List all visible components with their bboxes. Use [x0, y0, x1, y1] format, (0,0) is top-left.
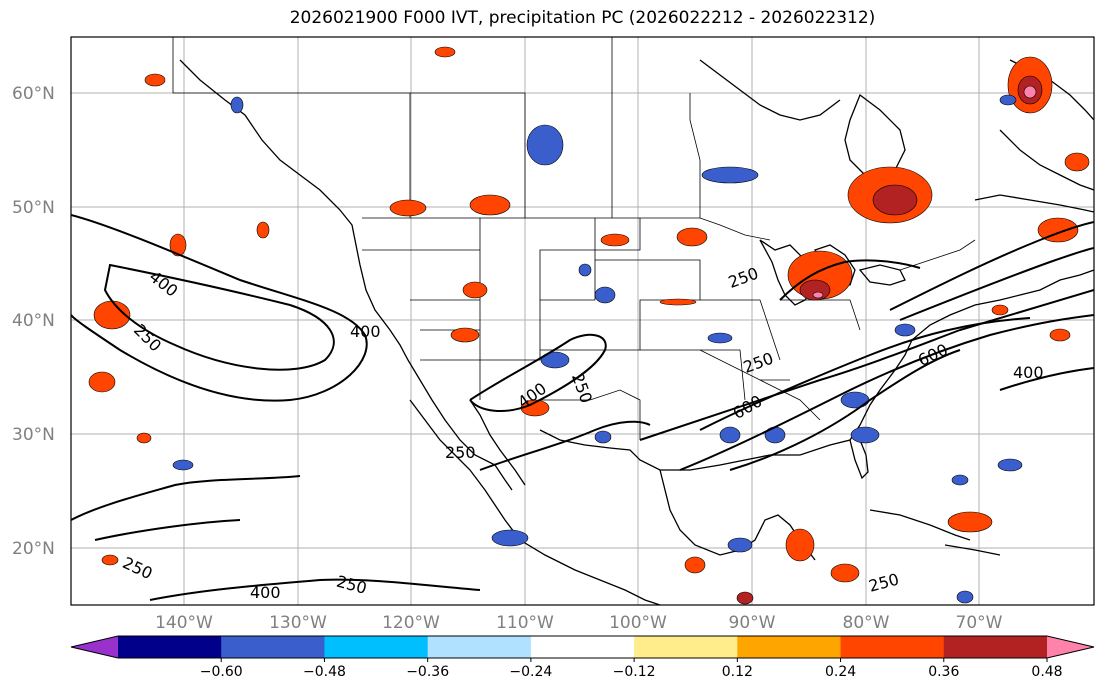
contour-label: 400 — [1013, 363, 1044, 382]
lon-label: 110°W — [496, 613, 554, 633]
map-frame — [70, 36, 1095, 606]
colorbar-tick-label: −0.48 — [303, 664, 346, 680]
contour-label: 400 — [250, 583, 281, 602]
lon-label: 80°W — [843, 613, 890, 633]
colorbar-segment — [324, 636, 429, 658]
colorbar-segment — [530, 636, 635, 658]
colorbar-extend-high — [1047, 636, 1094, 658]
political-borders — [172, 37, 976, 440]
colorbar-extend-low — [71, 636, 118, 658]
colorbar-segment — [737, 636, 842, 658]
colorbar-segment — [840, 636, 945, 658]
lon-label: 120°W — [382, 613, 440, 633]
lat-label: 20°N — [12, 539, 55, 559]
colorbar-tick-label: −0.12 — [613, 664, 656, 680]
colorbar: −0.60 −0.48 −0.36 −0.24 −0.12 0.12 0.24 0.36 0.4… — [70, 635, 1095, 680]
colorbar-segment — [118, 636, 222, 658]
lat-label: 40°N — [12, 311, 55, 331]
contour-label: 400 — [350, 322, 381, 341]
colorbar-tick-label: −0.36 — [406, 664, 449, 680]
map-title: 2026021900 F000 IVT, precipitation PC (2… — [289, 8, 876, 28]
lat-label: 50°N — [12, 198, 55, 218]
lat-label: 60°N — [12, 84, 55, 104]
lon-label: 140°W — [155, 613, 213, 633]
contour-label: 250 — [445, 443, 476, 462]
colorbar-outline — [70, 635, 1095, 659]
longitude-labels: 140°W 130°W 120°W 110°W 100°W 90°W 80°W … — [155, 613, 1003, 633]
lon-label: 130°W — [269, 613, 327, 633]
colorbar-tick-label: 0.24 — [825, 664, 856, 680]
colorbar-tick-label: 0.12 — [722, 664, 753, 680]
colorbar-segment — [221, 636, 325, 658]
colorbar-segment — [427, 636, 532, 658]
ivt-contours — [71, 214, 1094, 601]
lon-label: 90°W — [729, 613, 776, 633]
colorbar-tick-label: 0.36 — [928, 664, 959, 680]
lat-label: 30°N — [12, 425, 55, 445]
colorbar-tick-label: −0.24 — [509, 664, 552, 680]
colorbar-tick-label: 0.48 — [1031, 664, 1062, 680]
precip-pc-shading — [88, 46, 1090, 605]
colorbar-segment — [943, 636, 1048, 658]
lon-label: 100°W — [609, 613, 667, 633]
colorbar-tick-label: −0.60 — [200, 664, 243, 680]
colorbar-segment — [634, 636, 738, 658]
latitude-labels: 60°N 50°N 40°N 30°N 20°N — [12, 84, 55, 559]
map-area — [71, 37, 1094, 605]
lon-label: 70°W — [956, 613, 1003, 633]
